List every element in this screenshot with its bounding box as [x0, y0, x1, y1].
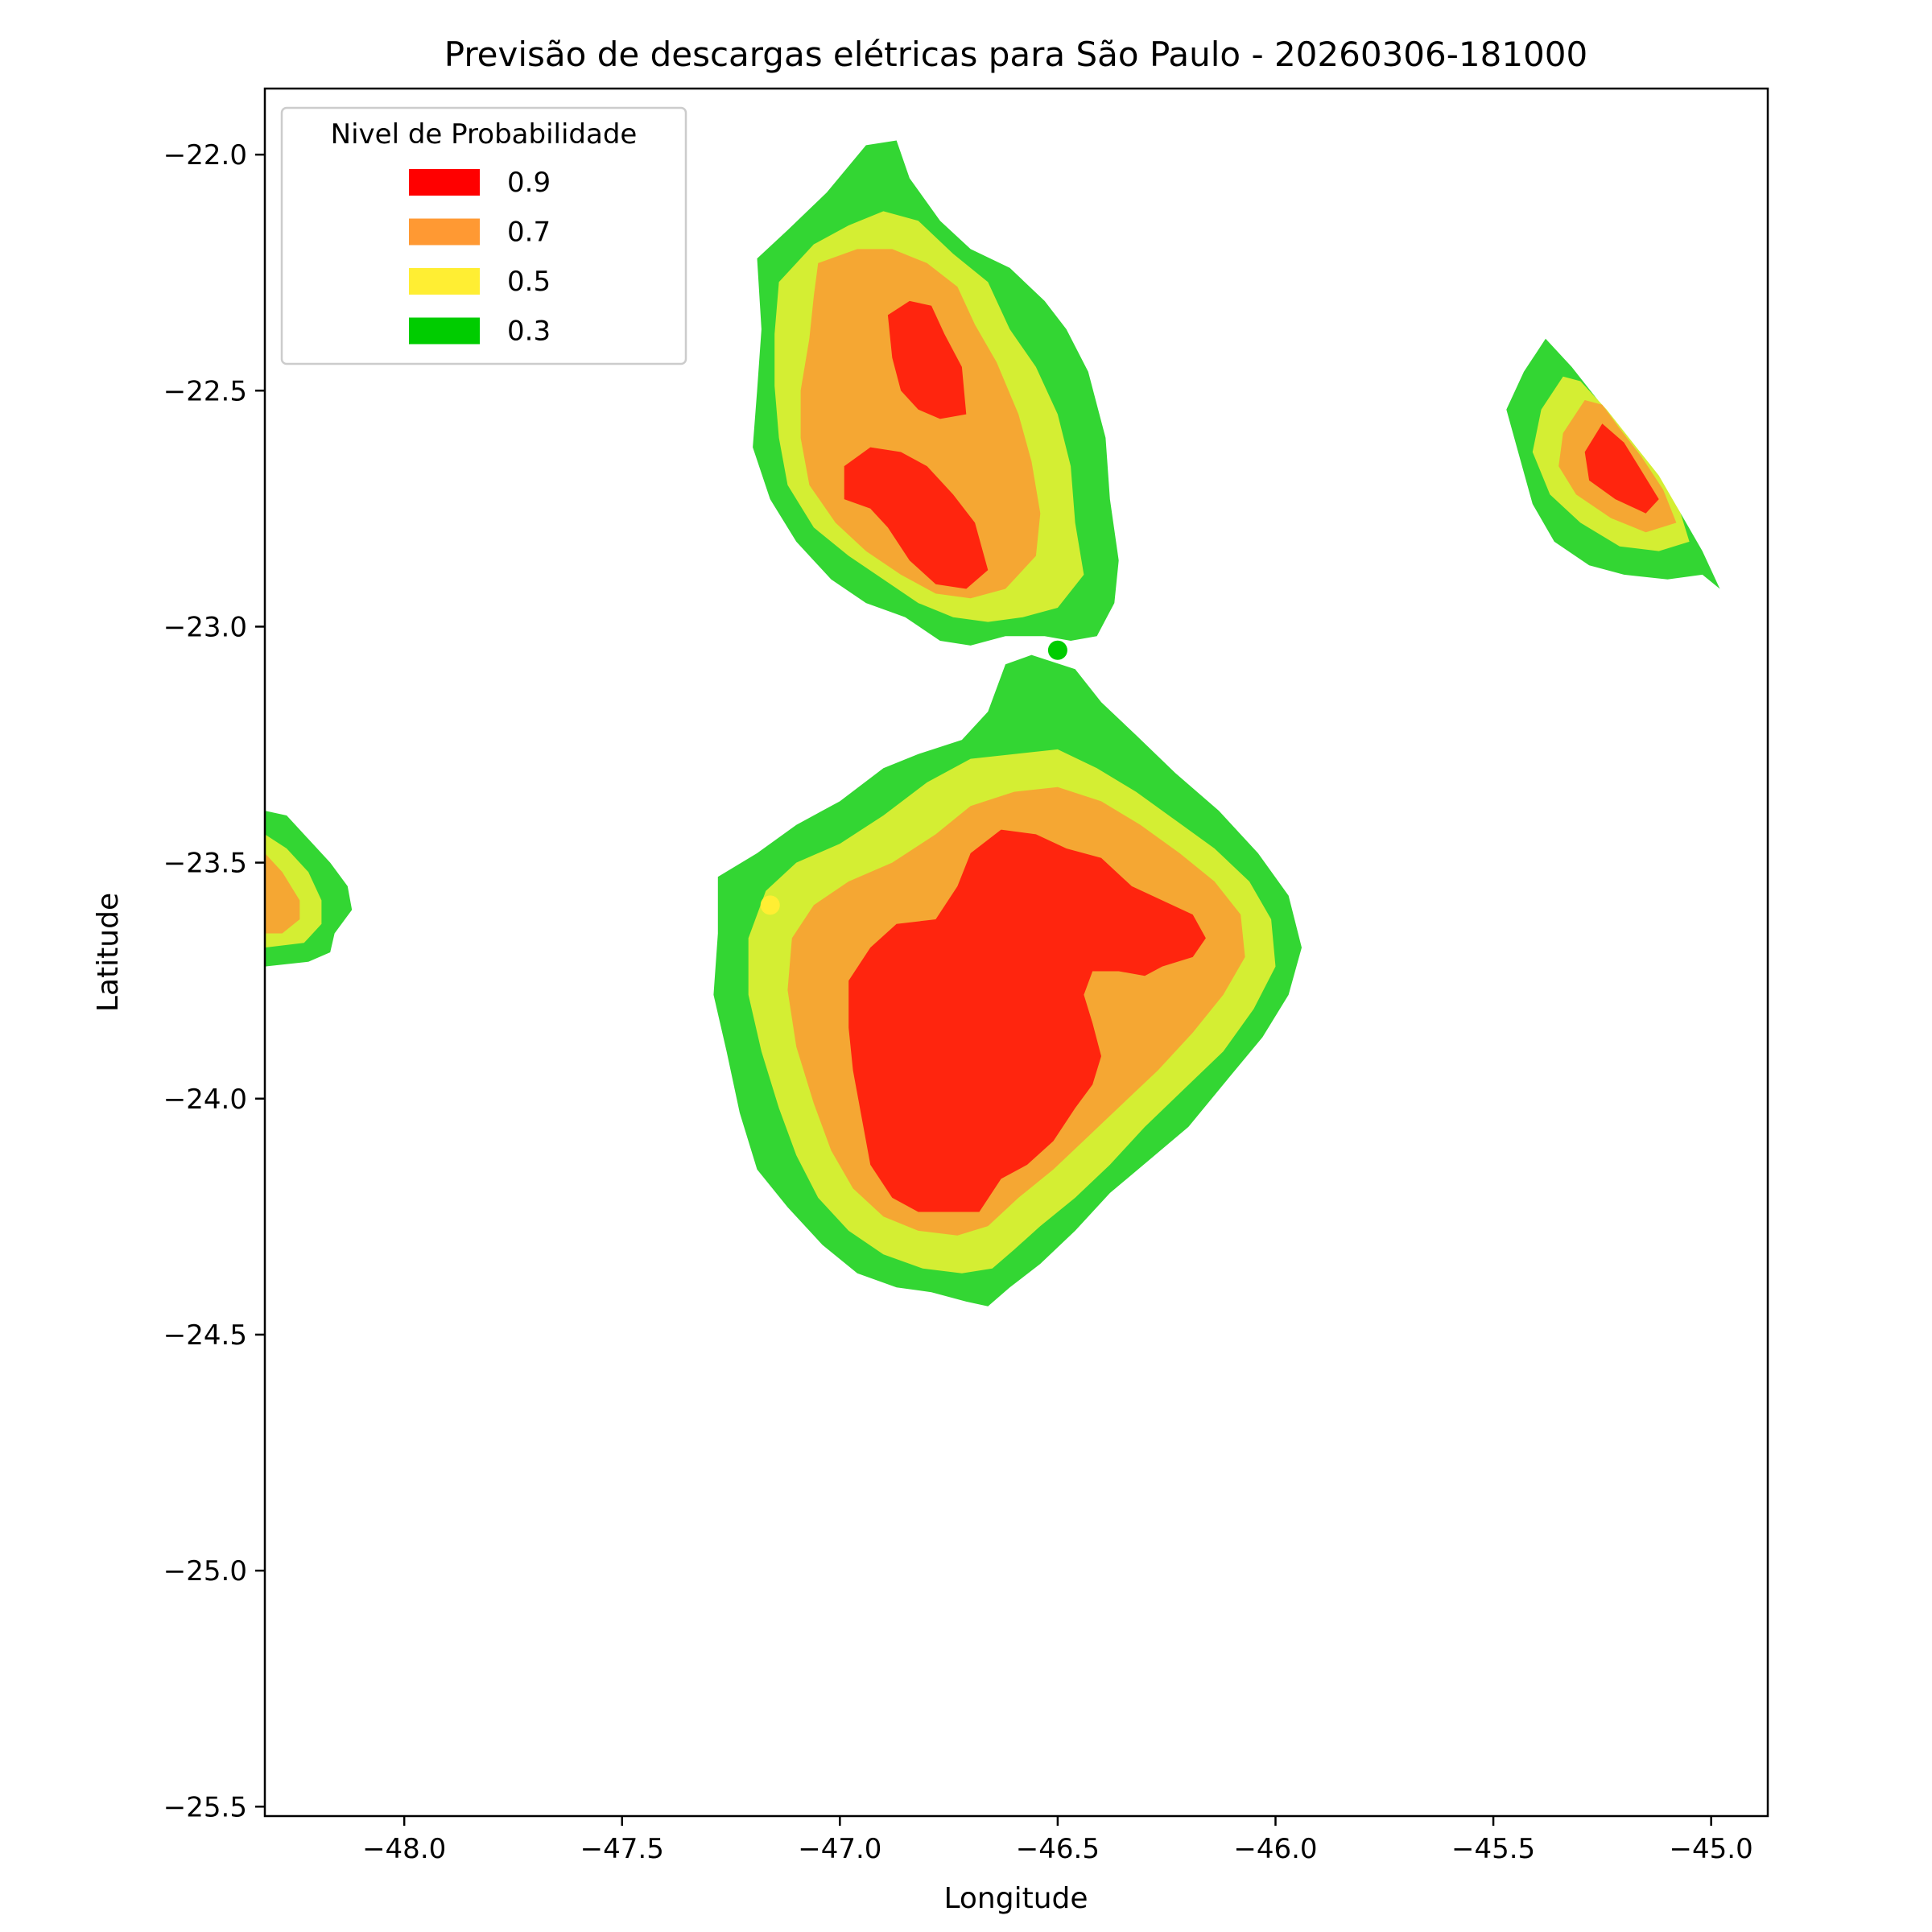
north-cell-level-09-fill-1 [844, 447, 989, 589]
legend: Nivel de Probabilidade 0.9 0.7 0.5 0.3 [280, 106, 687, 365]
west-cell-level-07-fill [265, 852, 300, 934]
legend-box [280, 106, 687, 365]
x-tick-label: −45.0 [1670, 1833, 1753, 1865]
legend-swatch [409, 268, 480, 295]
y-tick-label: −23.0 [163, 611, 247, 643]
point-marker-0 [1047, 640, 1067, 660]
legend-swatch [409, 317, 480, 345]
x-axis-label: Longitude [943, 1882, 1088, 1915]
y-tick-label: −25.5 [163, 1791, 247, 1823]
legend-label: 0.5 [507, 266, 551, 298]
north-cell-level-07-fill [800, 249, 1041, 599]
x-tick-label: −45.5 [1451, 1833, 1535, 1865]
south-cell-level-09-fill [848, 829, 1206, 1212]
x-tick-label: −47.0 [798, 1833, 881, 1865]
y-axis-ticks: −22.0 −22.5 −23.0 −23.5 −24.0 −24.5 −25.0 −25.5 [163, 139, 265, 1823]
east-cell-level-09-fill [1584, 423, 1659, 514]
y-tick-label: −22.0 [163, 139, 247, 171]
y-tick-label: −24.0 [163, 1084, 247, 1116]
y-tick-label: −24.5 [163, 1319, 247, 1352]
y-axis-label: Latitude [92, 893, 125, 1012]
legend-label: 0.3 [507, 316, 551, 348]
point-marker-1 [760, 895, 780, 915]
x-axis-ticks: −48.0 −47.5 −47.0 −46.5 −46.0 −45.5 −45.0 [362, 1816, 1753, 1865]
contour-fills [265, 140, 1720, 1307]
legend-entries: 0.9 0.7 0.5 0.3 [409, 167, 551, 348]
legend-label: 0.7 [507, 217, 551, 249]
y-tick-label: −25.0 [163, 1555, 247, 1587]
point-markers [760, 640, 1067, 915]
plot-frame [263, 87, 1769, 1818]
north-cell-level-09-fill-0 [887, 300, 967, 419]
legend-swatch [409, 218, 480, 246]
legend-swatch [409, 169, 480, 196]
chart-title: Previsão de descargas elétricas para São… [444, 35, 1587, 74]
x-tick-label: −46.5 [1016, 1833, 1100, 1865]
x-tick-label: −47.5 [580, 1833, 664, 1865]
x-tick-label: −46.0 [1233, 1833, 1317, 1865]
legend-label: 0.9 [507, 167, 551, 199]
y-tick-label: −22.5 [163, 375, 247, 407]
x-tick-label: −48.0 [362, 1833, 446, 1865]
legend-title: Nivel de Probabilidade [331, 118, 638, 151]
y-tick-label: −23.5 [163, 848, 247, 880]
